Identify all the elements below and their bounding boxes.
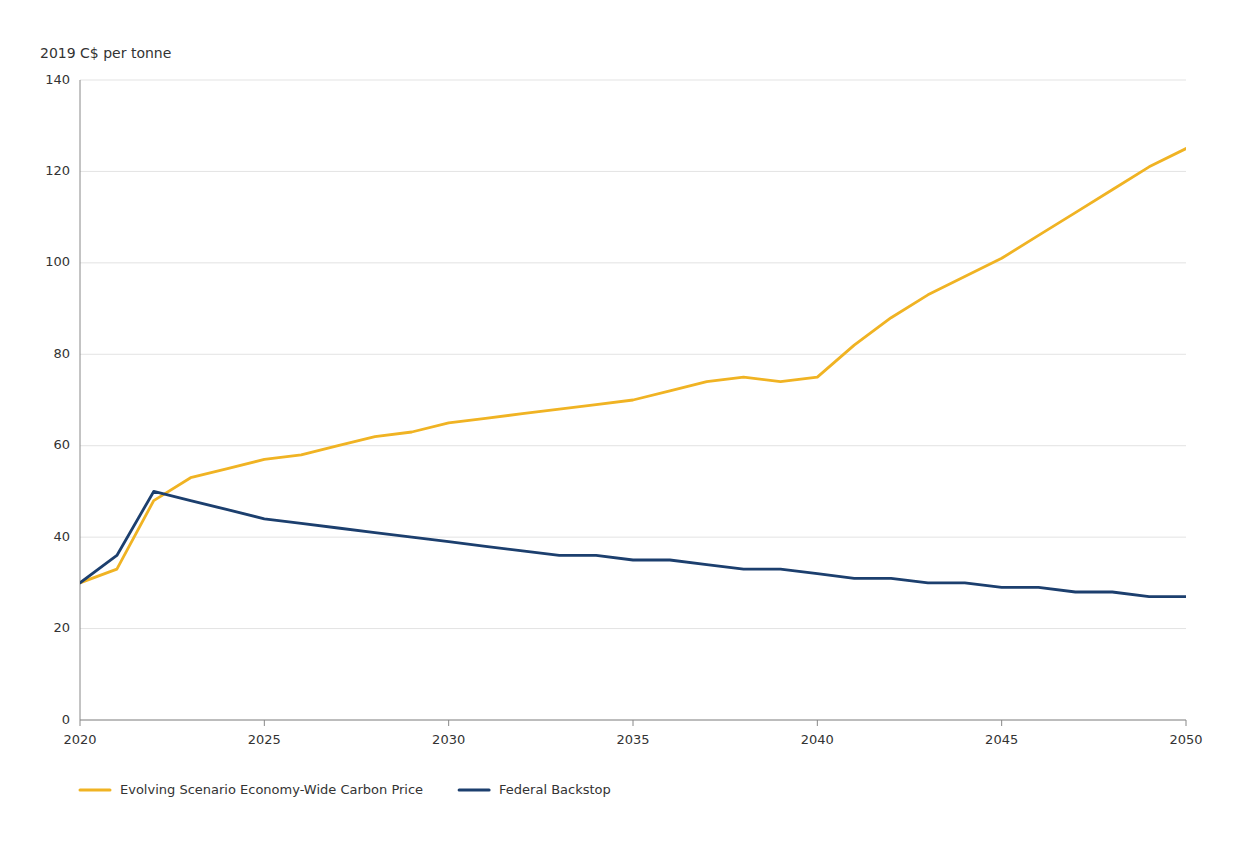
chart-svg: 0204060801001201402020202520302035204020…	[0, 0, 1236, 850]
legend-swatch	[459, 789, 489, 792]
x-tick-label: 2040	[801, 732, 834, 747]
x-tick-mark	[633, 720, 634, 726]
y-tick-label: 60	[53, 437, 70, 452]
grid	[80, 80, 1186, 720]
legend: Evolving Scenario Economy-Wide Carbon Pr…	[80, 782, 611, 797]
y-tick-label: 40	[53, 529, 70, 544]
x-tick-mark	[1186, 720, 1187, 726]
legend-label: Evolving Scenario Economy-Wide Carbon Pr…	[120, 782, 423, 797]
x-tick-label: 2050	[1169, 732, 1202, 747]
axes: 0204060801001201402020202520302035204020…	[45, 72, 1202, 748]
background	[0, 0, 1236, 850]
y-tick-label: 120	[45, 163, 70, 178]
y-grid-line	[80, 445, 1186, 446]
y-grid-line	[80, 262, 1186, 263]
y-grid-line	[80, 80, 1186, 81]
y-tick-label: 20	[53, 620, 70, 635]
x-tick-label: 2030	[432, 732, 465, 747]
x-tick-mark	[264, 720, 265, 726]
x-tick-mark	[1001, 720, 1002, 726]
x-tick-label: 2045	[985, 732, 1018, 747]
y-grid-line	[80, 537, 1186, 538]
plot-area	[80, 149, 1186, 597]
x-tick-mark	[80, 720, 81, 726]
y-tick-label: 100	[45, 254, 70, 269]
x-tick-label: 2025	[248, 732, 281, 747]
y-grid-line	[80, 171, 1186, 172]
legend-swatch	[80, 789, 110, 792]
legend-label: Federal Backstop	[499, 782, 611, 797]
x-tick-label: 2020	[63, 732, 96, 747]
chart-container: 0204060801001201402020202520302035204020…	[0, 0, 1236, 850]
y-grid-line	[80, 354, 1186, 355]
y-tick-label: 140	[45, 72, 70, 87]
x-tick-mark	[817, 720, 818, 726]
y-tick-label: 80	[53, 346, 70, 361]
y-grid-line	[80, 628, 1186, 629]
y-axis-line	[80, 80, 81, 720]
x-tick-label: 2035	[616, 732, 649, 747]
series-line	[80, 149, 1186, 583]
y-axis-label: 2019 C$ per tonne	[40, 45, 171, 61]
y-tick-label: 0	[62, 712, 70, 727]
series-line	[80, 491, 1186, 596]
x-tick-mark	[448, 720, 449, 726]
